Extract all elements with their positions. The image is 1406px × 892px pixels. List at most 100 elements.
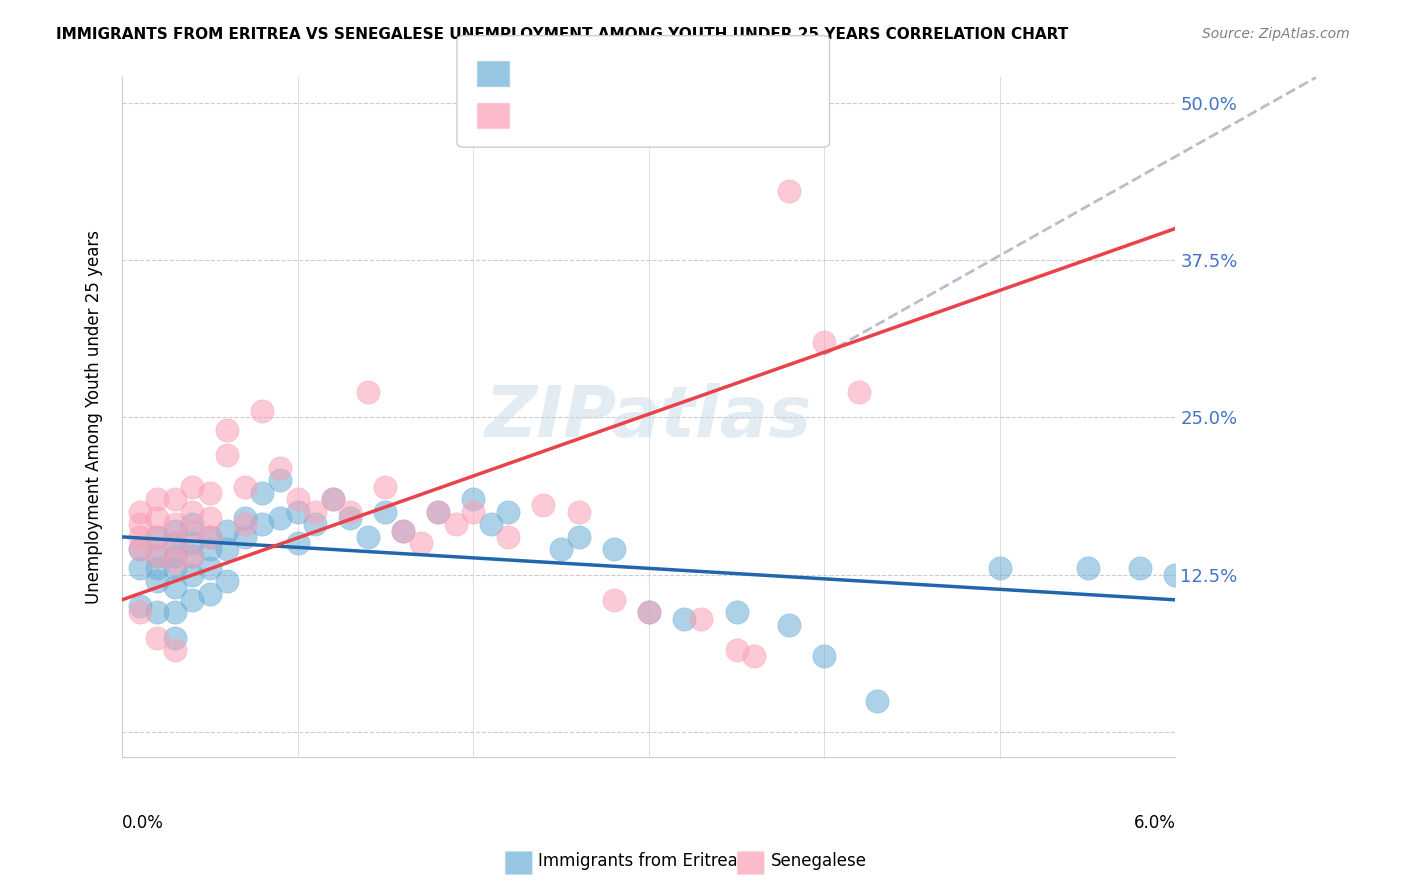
Point xyxy=(988,561,1011,575)
Point xyxy=(198,485,221,500)
Point xyxy=(181,549,204,563)
Point xyxy=(146,511,169,525)
Point xyxy=(181,479,204,493)
Point xyxy=(463,505,485,519)
Point xyxy=(198,530,221,544)
Point xyxy=(163,524,186,538)
Point xyxy=(463,492,485,507)
Point xyxy=(252,404,274,418)
Point xyxy=(233,530,256,544)
Point xyxy=(233,479,256,493)
Point xyxy=(146,631,169,645)
Point xyxy=(128,561,150,575)
Point xyxy=(128,517,150,532)
Point xyxy=(778,184,800,198)
Point xyxy=(163,580,186,594)
Point xyxy=(1164,567,1187,582)
Point xyxy=(163,643,186,657)
Point xyxy=(690,612,713,626)
Point xyxy=(357,385,380,400)
Point xyxy=(163,536,186,550)
Point xyxy=(550,542,572,557)
Y-axis label: Unemployment Among Youth under 25 years: Unemployment Among Youth under 25 years xyxy=(86,230,103,604)
Point xyxy=(374,505,396,519)
Point xyxy=(163,549,186,563)
Point xyxy=(339,505,361,519)
Point xyxy=(217,574,239,588)
Point xyxy=(269,511,291,525)
Text: Senegalese: Senegalese xyxy=(770,852,866,870)
Point xyxy=(287,492,309,507)
Point xyxy=(163,606,186,620)
Point xyxy=(198,511,221,525)
Point xyxy=(146,574,169,588)
Point xyxy=(181,592,204,607)
Point xyxy=(128,542,150,557)
Point xyxy=(427,505,450,519)
Point xyxy=(217,524,239,538)
Point xyxy=(322,492,344,507)
Point xyxy=(252,485,274,500)
Point xyxy=(531,499,554,513)
Point xyxy=(304,517,326,532)
Point xyxy=(217,542,239,557)
Text: N =: N = xyxy=(620,107,672,125)
Point xyxy=(198,561,221,575)
Point xyxy=(725,606,748,620)
Point xyxy=(217,423,239,437)
Point xyxy=(181,567,204,582)
Point xyxy=(146,549,169,563)
Text: 0.0%: 0.0% xyxy=(122,814,165,832)
Point xyxy=(1077,561,1099,575)
Point xyxy=(322,492,344,507)
Text: IMMIGRANTS FROM ERITREA VS SENEGALESE UNEMPLOYMENT AMONG YOUTH UNDER 25 YEARS CO: IMMIGRANTS FROM ERITREA VS SENEGALESE UN… xyxy=(56,27,1069,42)
Point xyxy=(813,649,835,664)
Text: 0.506: 0.506 xyxy=(561,107,617,125)
Point xyxy=(217,448,239,462)
Point xyxy=(637,606,659,620)
Point xyxy=(287,505,309,519)
Point xyxy=(128,599,150,613)
Point xyxy=(567,505,589,519)
Text: 50: 50 xyxy=(673,107,699,125)
Point xyxy=(392,524,415,538)
Point xyxy=(1129,561,1152,575)
Point xyxy=(128,606,150,620)
Point xyxy=(163,561,186,575)
Text: -0.154: -0.154 xyxy=(561,65,626,83)
Point xyxy=(444,517,467,532)
Point xyxy=(498,505,520,519)
Text: 58: 58 xyxy=(673,65,699,83)
Point xyxy=(181,524,204,538)
Point xyxy=(163,631,186,645)
Text: 6.0%: 6.0% xyxy=(1133,814,1175,832)
Point xyxy=(409,536,432,550)
Point xyxy=(198,586,221,600)
Point xyxy=(146,492,169,507)
Point xyxy=(357,530,380,544)
Point xyxy=(567,530,589,544)
Point xyxy=(269,473,291,487)
Point xyxy=(163,492,186,507)
Point xyxy=(742,649,765,664)
Point xyxy=(163,517,186,532)
Point xyxy=(233,517,256,532)
Text: N =: N = xyxy=(620,65,672,83)
Text: Source: ZipAtlas.com: Source: ZipAtlas.com xyxy=(1202,27,1350,41)
Point xyxy=(128,542,150,557)
Point xyxy=(866,693,889,707)
Point xyxy=(146,530,169,544)
Point xyxy=(637,606,659,620)
Point xyxy=(233,511,256,525)
Point xyxy=(848,385,870,400)
Point xyxy=(498,530,520,544)
Point xyxy=(163,536,186,550)
Point xyxy=(146,530,169,544)
Point xyxy=(269,460,291,475)
Point xyxy=(252,517,274,532)
Point xyxy=(181,549,204,563)
Point xyxy=(602,592,624,607)
Text: R =: R = xyxy=(519,65,558,83)
Point xyxy=(479,517,502,532)
Point xyxy=(181,505,204,519)
